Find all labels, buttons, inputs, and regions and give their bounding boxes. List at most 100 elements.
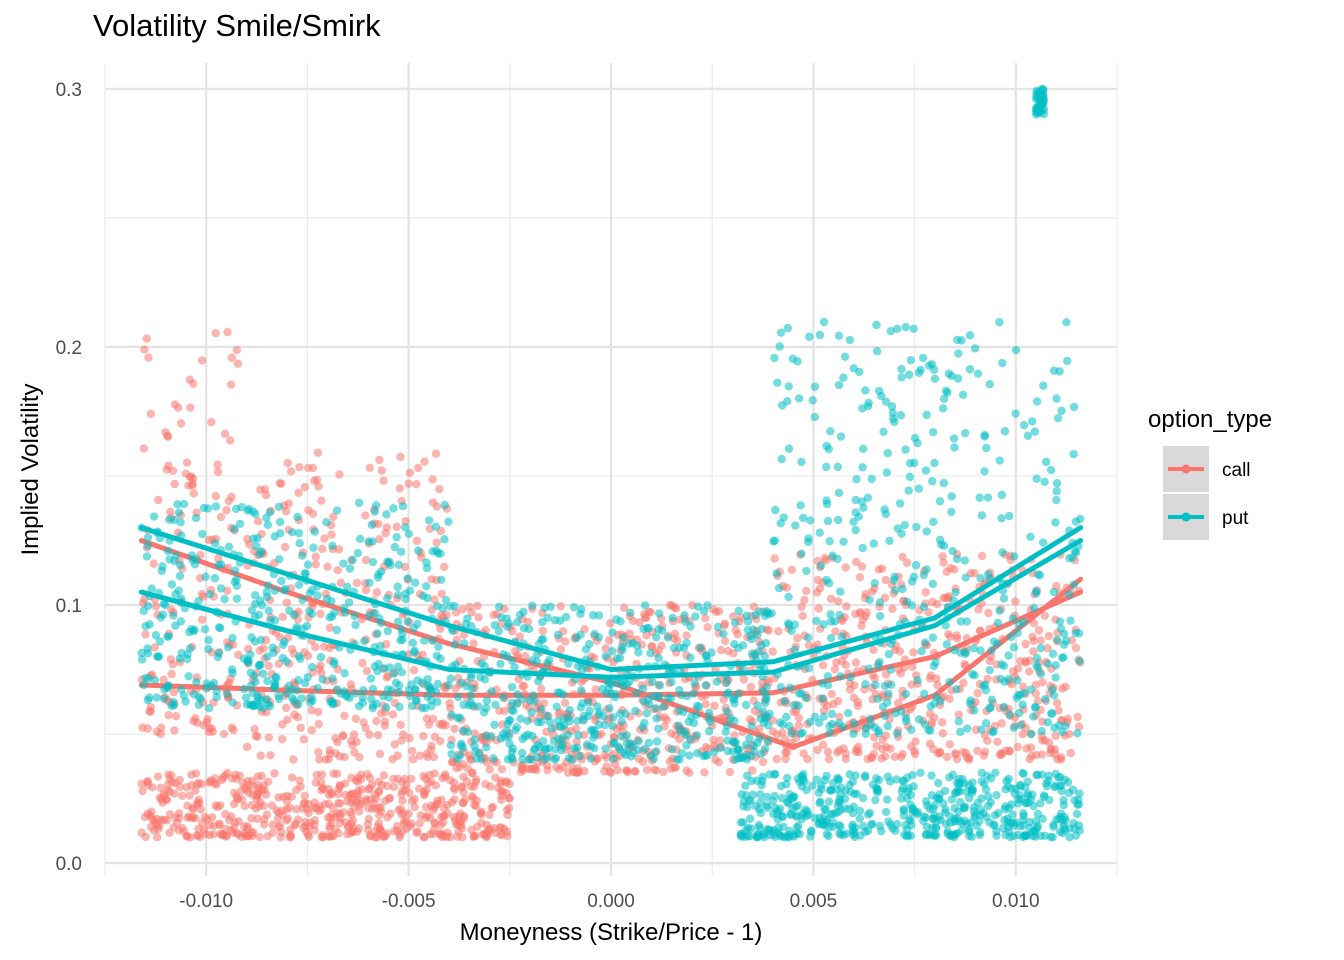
data-point-call — [253, 789, 263, 798]
data-point-put — [930, 811, 939, 820]
data-point-put — [958, 390, 968, 400]
data-point-call — [700, 768, 709, 777]
data-point-call — [311, 560, 320, 569]
data-point-put — [1075, 826, 1084, 835]
data-point-call — [348, 816, 358, 825]
data-point-put — [1048, 649, 1058, 659]
data-point-put — [771, 505, 780, 515]
data-point-call — [352, 578, 362, 588]
data-point-put — [834, 807, 843, 817]
data-point-call — [1052, 698, 1062, 708]
data-point-put — [822, 771, 831, 781]
data-point-call — [303, 651, 313, 661]
data-point-call — [826, 594, 836, 604]
data-point-put — [159, 694, 169, 703]
chart-title: Volatility Smile/Smirk — [93, 8, 381, 43]
data-point-call — [1011, 597, 1020, 606]
data-point-put — [989, 727, 998, 736]
data-point-put — [851, 495, 860, 505]
data-point-call — [832, 658, 841, 667]
data-point-put — [754, 647, 764, 656]
data-point-put — [385, 663, 394, 672]
data-point-call — [797, 602, 806, 612]
data-point-put — [564, 659, 573, 668]
data-point-put — [762, 694, 771, 704]
data-point-put — [830, 617, 839, 626]
data-point-put — [1026, 729, 1036, 739]
data-point-put — [1032, 589, 1041, 598]
data-point-put — [968, 669, 977, 679]
data-point-call — [572, 737, 581, 746]
data-point-call — [433, 796, 442, 805]
data-point-call — [432, 502, 442, 511]
data-point-call — [415, 751, 425, 760]
data-point-put — [761, 638, 771, 648]
data-point-put — [763, 803, 772, 812]
data-point-put — [1032, 105, 1041, 115]
data-point-put — [1015, 708, 1024, 718]
data-point-put — [504, 732, 514, 741]
data-point-call — [881, 731, 890, 740]
data-point-put — [1040, 831, 1050, 840]
data-point-put — [900, 520, 909, 530]
data-point-put — [783, 773, 792, 783]
data-point-put — [292, 686, 302, 695]
data-point-put — [263, 520, 273, 530]
data-point-put — [959, 779, 969, 788]
data-point-put — [838, 722, 848, 732]
data-point-call — [937, 718, 947, 727]
data-point-call — [207, 417, 216, 427]
data-point-call — [386, 809, 395, 818]
data-point-put — [622, 731, 632, 740]
data-point-call — [973, 746, 982, 756]
data-point-put — [1041, 694, 1050, 704]
data-point-call — [340, 711, 349, 720]
data-point-put — [904, 486, 913, 495]
data-point-put — [601, 744, 610, 753]
data-point-put — [446, 674, 455, 683]
data-point-put — [543, 613, 552, 622]
data-point-put — [804, 537, 813, 547]
data-point-put — [901, 445, 910, 454]
data-point-put — [553, 630, 563, 640]
data-point-call — [597, 729, 606, 739]
data-point-call — [183, 813, 193, 822]
data-point-call — [824, 754, 834, 764]
data-point-call — [365, 730, 374, 739]
data-point-put — [374, 659, 383, 669]
data-point-put — [1065, 824, 1074, 833]
data-point-put — [1009, 723, 1018, 732]
data-point-put — [835, 797, 845, 807]
data-point-call — [710, 701, 719, 711]
data-point-put — [1044, 771, 1053, 780]
data-point-put — [953, 374, 963, 383]
data-point-put — [807, 826, 816, 835]
data-point-put — [275, 517, 285, 527]
data-point-put — [300, 568, 310, 578]
data-point-put — [892, 324, 902, 333]
data-point-put — [659, 702, 668, 711]
data-point-put — [906, 831, 916, 840]
data-point-put — [743, 771, 752, 780]
data-point-put — [764, 609, 774, 618]
data-point-call — [862, 608, 871, 617]
data-point-put — [827, 719, 837, 729]
data-point-call — [250, 725, 259, 734]
data-point-call — [1021, 639, 1030, 649]
data-point-put — [757, 780, 766, 790]
trend-line-put — [138, 538, 1084, 680]
data-point-call — [552, 762, 561, 772]
data-point-call — [703, 623, 712, 632]
data-point-call — [1025, 755, 1034, 764]
data-point-call — [414, 463, 423, 473]
data-point-put — [581, 645, 591, 654]
legend-label-call: call — [1222, 460, 1251, 481]
data-point-put — [737, 790, 746, 799]
data-point-put — [265, 508, 275, 517]
data-point-call — [426, 813, 435, 823]
data-point-call — [974, 605, 983, 614]
data-point-put — [663, 633, 673, 642]
data-point-put — [1052, 479, 1062, 488]
data-point-put — [819, 712, 828, 721]
data-point-put — [330, 608, 339, 618]
